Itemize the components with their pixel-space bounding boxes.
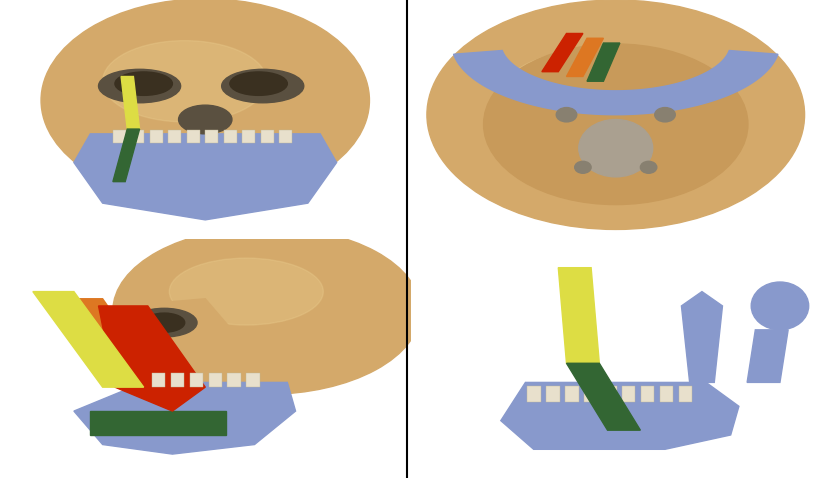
Ellipse shape: [82, 332, 123, 347]
Bar: [224, 130, 237, 143]
Ellipse shape: [179, 105, 232, 134]
Bar: [603, 386, 617, 402]
Bar: [566, 386, 579, 402]
Ellipse shape: [131, 308, 197, 337]
Ellipse shape: [103, 41, 267, 122]
Bar: [131, 130, 144, 143]
Bar: [547, 386, 560, 402]
Polygon shape: [90, 411, 226, 435]
Polygon shape: [115, 299, 246, 411]
Polygon shape: [587, 43, 620, 81]
Bar: [205, 130, 218, 143]
Bar: [246, 373, 260, 387]
Bar: [227, 373, 241, 387]
Polygon shape: [681, 292, 722, 382]
Bar: [528, 386, 541, 402]
Polygon shape: [542, 33, 583, 72]
Ellipse shape: [41, 0, 369, 202]
Ellipse shape: [655, 108, 676, 122]
Polygon shape: [453, 51, 778, 115]
Polygon shape: [66, 299, 164, 387]
Ellipse shape: [99, 69, 181, 103]
Bar: [641, 386, 654, 402]
Bar: [190, 373, 204, 387]
Bar: [171, 373, 184, 387]
Polygon shape: [74, 382, 296, 454]
Ellipse shape: [312, 110, 361, 129]
Bar: [279, 130, 292, 143]
Bar: [113, 130, 126, 143]
Polygon shape: [74, 134, 337, 220]
Bar: [679, 386, 692, 402]
Ellipse shape: [575, 162, 591, 174]
Ellipse shape: [557, 108, 577, 122]
Polygon shape: [33, 292, 144, 387]
Polygon shape: [566, 363, 640, 430]
Ellipse shape: [484, 44, 748, 205]
Bar: [585, 386, 598, 402]
Ellipse shape: [113, 227, 421, 394]
Polygon shape: [99, 306, 205, 411]
Ellipse shape: [230, 72, 287, 96]
Ellipse shape: [427, 0, 805, 229]
Bar: [168, 130, 181, 143]
Bar: [152, 373, 166, 387]
Bar: [242, 130, 255, 143]
Ellipse shape: [115, 72, 172, 96]
Polygon shape: [122, 76, 140, 129]
Polygon shape: [747, 330, 788, 382]
Polygon shape: [113, 129, 140, 182]
Bar: [149, 130, 163, 143]
Ellipse shape: [144, 313, 185, 332]
Polygon shape: [558, 268, 599, 363]
Bar: [209, 373, 222, 387]
Ellipse shape: [222, 69, 304, 103]
Ellipse shape: [751, 282, 809, 330]
Ellipse shape: [640, 162, 657, 174]
Polygon shape: [501, 382, 739, 449]
Bar: [660, 386, 673, 402]
Polygon shape: [566, 38, 603, 76]
Ellipse shape: [501, 50, 690, 141]
Bar: [622, 386, 635, 402]
Ellipse shape: [579, 120, 653, 177]
Bar: [187, 130, 200, 143]
Ellipse shape: [169, 258, 323, 325]
Bar: [261, 130, 274, 143]
Ellipse shape: [49, 110, 99, 129]
